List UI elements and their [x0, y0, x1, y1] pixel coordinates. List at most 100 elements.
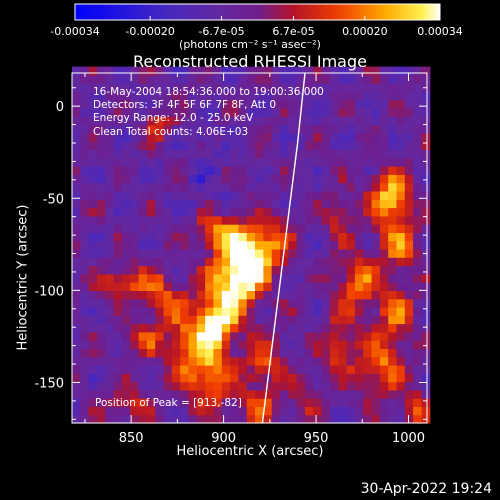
- heatmap-cell: [396, 348, 406, 358]
- heatmap-cell: [404, 166, 414, 175]
- heatmap-cell: [113, 99, 123, 109]
- heatmap-cell: [230, 340, 239, 349]
- heatmap-cell: [354, 199, 364, 209]
- heatmap-cell: [105, 373, 115, 383]
- heatmap-cell: [113, 199, 123, 209]
- heatmap-cell: [213, 157, 223, 167]
- heatmap-cell: [155, 290, 165, 300]
- heatmap-cell: [155, 356, 165, 366]
- heatmap-cell: [163, 306, 173, 316]
- heatmap-cell: [388, 340, 398, 349]
- heatmap-cell: [363, 74, 373, 84]
- heatmap-cell: [379, 323, 389, 333]
- heatmap-cell: [271, 190, 281, 200]
- heatmap-cell: [413, 132, 422, 142]
- heatmap-cell: [388, 389, 398, 399]
- heatmap-cell: [80, 83, 90, 92]
- heatmap-cell: [105, 414, 115, 424]
- heatmap-cell: [313, 365, 323, 374]
- heatmap-cell: [305, 398, 314, 407]
- heatmap-cell: [238, 74, 248, 84]
- heatmap-cell: [296, 365, 306, 374]
- heatmap-cell: [280, 273, 289, 283]
- heatmap-cell: [379, 207, 389, 217]
- heatmap-cell: [196, 331, 206, 341]
- heatmap-cell: [263, 108, 273, 117]
- heatmap-cell: [88, 348, 98, 358]
- heatmap-cell: [230, 298, 239, 308]
- heatmap-cell: [221, 182, 231, 192]
- heatmap-cell: [113, 174, 123, 184]
- heatmap-cell: [246, 331, 256, 341]
- heatmap-cell: [288, 381, 298, 391]
- heatmap-cell: [246, 414, 256, 424]
- heatmap-cell: [72, 108, 81, 117]
- heatmap-cell: [88, 398, 98, 407]
- heatmap-cell: [338, 290, 348, 300]
- heatmap-cell: [329, 108, 339, 117]
- heatmap-cell: [205, 99, 214, 109]
- heatmap-cell: [338, 116, 348, 126]
- heatmap-cell: [205, 290, 214, 300]
- heatmap-cell: [396, 224, 406, 233]
- heatmap-cell: [313, 116, 323, 126]
- heatmap-cell: [205, 215, 214, 225]
- heatmap-cell: [321, 132, 331, 142]
- heatmap-cell: [97, 273, 106, 283]
- heatmap-cell: [180, 99, 190, 109]
- heatmap-cell: [163, 381, 173, 391]
- colorbar-tick-label: 0.00020: [342, 25, 388, 38]
- heatmap-cell: [421, 273, 431, 283]
- heatmap-cell: [255, 257, 264, 267]
- heatmap-cell: [88, 282, 98, 291]
- heatmap-cell: [180, 232, 190, 242]
- heatmap-cell: [263, 240, 273, 250]
- heatmap-cell: [155, 248, 165, 258]
- heatmap-cell: [305, 290, 314, 300]
- heatmap-cell: [146, 149, 156, 159]
- y-tick-label: -50: [43, 192, 64, 207]
- heatmap-cell: [238, 157, 248, 167]
- heatmap-cell: [80, 315, 90, 325]
- heatmap-cell: [80, 381, 90, 391]
- heatmap-cell: [354, 91, 364, 101]
- heatmap-cell: [213, 74, 223, 84]
- heatmap-cell: [80, 240, 90, 250]
- heatmap-cell: [379, 232, 389, 242]
- heatmap-cell: [421, 315, 431, 325]
- heatmap-cell: [280, 91, 289, 101]
- heatmap-cell: [213, 132, 223, 142]
- heatmap-cell: [296, 74, 306, 84]
- heatmap-cell: [246, 199, 256, 209]
- heatmap-cell: [155, 149, 165, 159]
- heatmap-cell: [130, 273, 140, 283]
- heatmap-cell: [121, 91, 131, 101]
- heatmap-cell: [238, 166, 248, 175]
- heatmap-cell: [321, 199, 331, 209]
- heatmap-cell: [155, 141, 165, 151]
- heatmap-cell: [188, 83, 198, 92]
- heatmap-cell: [130, 207, 140, 217]
- heatmap-cell: [413, 323, 422, 333]
- heatmap-cell: [246, 240, 256, 250]
- heatmap-cell: [221, 166, 231, 175]
- heatmap-cell: [371, 273, 381, 283]
- heatmap-cell: [246, 91, 256, 101]
- heatmap-cell: [271, 199, 281, 209]
- heatmap-cell: [171, 240, 181, 250]
- heatmap-cell: [121, 381, 131, 391]
- heatmap-cell: [221, 265, 231, 275]
- heatmap-cell: [288, 141, 298, 151]
- heatmap-cell: [371, 315, 381, 325]
- heatmap-cell: [171, 99, 181, 109]
- heatmap-cell: [88, 116, 98, 126]
- heatmap-cell: [188, 298, 198, 308]
- heatmap-cell: [105, 290, 115, 300]
- heatmap-cell: [113, 116, 123, 126]
- heatmap-cell: [121, 116, 131, 126]
- heatmap-cell: [238, 331, 248, 341]
- heatmap-cell: [155, 132, 165, 142]
- heatmap-cell: [379, 389, 389, 399]
- heatmap-cell: [313, 273, 323, 283]
- heatmap-cell: [180, 149, 190, 159]
